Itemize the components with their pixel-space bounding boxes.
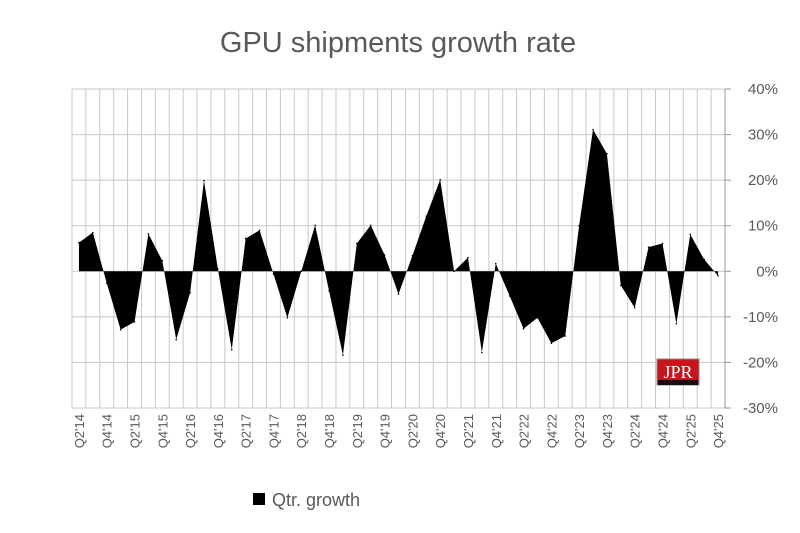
- x-tick-label: Q4'24: [655, 414, 670, 448]
- legend-label: Qtr. growth: [272, 490, 360, 510]
- x-tick-label: Q2'20: [405, 414, 420, 448]
- data-point-Q225: [689, 233, 692, 236]
- x-tick-label: Q4'17: [266, 414, 281, 448]
- x-tick-label: Q4'18: [322, 414, 337, 448]
- series-area: [78, 128, 719, 356]
- x-tick-label: Q2'17: [239, 414, 254, 448]
- data-point-Q117: [230, 348, 233, 351]
- data-point-Q319: [369, 224, 372, 227]
- x-tick-label: Q4'21: [489, 414, 504, 448]
- x-tick-label: Q4'19: [378, 414, 393, 448]
- data-point-Q322: [536, 316, 539, 319]
- data-point-Q323: [592, 128, 594, 131]
- data-point-Q415: [161, 260, 164, 262]
- data-point-Q424: [661, 242, 664, 245]
- svg-text:JPR: JPR: [663, 362, 692, 382]
- x-tick-label: Q2'23: [572, 414, 587, 448]
- x-tick-label: Q4'15: [155, 414, 170, 448]
- data-point-Q320: [425, 215, 428, 217]
- data-point-Q321: [481, 351, 483, 354]
- data-point-Q118: [286, 316, 289, 319]
- x-tick-label: Q4'25: [711, 414, 726, 448]
- data-point-Q317: [258, 229, 261, 232]
- data-point-Q115: [119, 328, 122, 331]
- x-tick-label: Q2'19: [350, 414, 365, 448]
- x-tick-label: Q4'16: [211, 414, 226, 448]
- series-area-shape: [78, 129, 719, 356]
- data-point-Q417: [272, 273, 275, 275]
- x-tick-label: Q2'14: [72, 414, 87, 448]
- y-tick-label: 20%: [748, 172, 778, 189]
- legend-swatch: [253, 493, 265, 505]
- y-tick-label: 30%: [748, 127, 778, 144]
- data-point-Q419: [383, 254, 386, 256]
- y-tick-label: 10%: [748, 218, 778, 235]
- data-point-Q215: [133, 321, 136, 323]
- x-axis: Q2'14 Q4'14 Q2'15 Q4'15 Q2'16 Q4'16 Q2'17 Q4'17…: [72, 414, 726, 448]
- data-point-Q119: [342, 354, 344, 356]
- data-point-Q125: [675, 322, 678, 325]
- legend: Qtr. growth: [253, 490, 360, 510]
- x-tick-label: Q4'14: [100, 414, 115, 448]
- data-point-Q420: [439, 178, 441, 181]
- data-point-Q325: [703, 258, 705, 261]
- data-point-Q422: [550, 342, 553, 345]
- data-point-Q214: [78, 241, 80, 244]
- data-point-Q218: [300, 270, 303, 273]
- data-point-Q423: [606, 152, 608, 155]
- data-point-Q315: [147, 233, 150, 235]
- data-point-Q418: [328, 290, 330, 292]
- data-point-Q116: [175, 338, 178, 341]
- data-point-Q120: [397, 293, 400, 295]
- data-point-Q217: [244, 237, 247, 240]
- y-tick-label: -20%: [743, 354, 778, 371]
- data-point-Q124: [619, 284, 622, 287]
- gridlines: [71, 88, 726, 409]
- data-point-Q425: [717, 275, 719, 277]
- y-axis: 40% 30% 20% 10% 0% -10% -20% -30%: [724, 81, 778, 417]
- data-point-Q121: [453, 270, 455, 273]
- jpr-logo: JPR: [656, 358, 700, 386]
- data-point-Q222: [522, 327, 525, 330]
- data-point-Q314: [92, 231, 94, 234]
- chart-title: GPU shipments growth rate: [220, 27, 576, 59]
- data-point-Q223: [578, 224, 580, 227]
- data-point-Q421: [494, 262, 497, 265]
- y-tick-label: 40%: [748, 81, 778, 98]
- x-tick-label: Q2'25: [683, 414, 698, 448]
- data-point-Q316: [203, 179, 205, 182]
- y-tick-label: -10%: [743, 309, 778, 326]
- x-tick-label: Q2'18: [294, 414, 309, 448]
- data-point-Q416: [217, 268, 219, 270]
- data-point-Q414: [105, 282, 108, 284]
- data-point-Q123: [564, 335, 567, 337]
- x-tick-label: Q4'23: [600, 414, 615, 448]
- x-tick-label: Q2'16: [183, 414, 198, 448]
- y-tick-label: -30%: [743, 400, 778, 417]
- data-point-Q324: [647, 246, 650, 248]
- x-tick-label: Q2'22: [517, 414, 532, 448]
- data-point-Q216: [189, 291, 191, 294]
- data-point-Q219: [356, 242, 358, 245]
- y-tick-label: 0%: [756, 263, 778, 280]
- data-point-Q221: [467, 256, 469, 259]
- data-point-Q122: [508, 295, 511, 297]
- x-tick-label: Q2'21: [461, 414, 476, 448]
- data-point-Q220: [411, 254, 414, 257]
- data-point-Q318: [314, 224, 316, 227]
- x-tick-label: Q2'24: [628, 414, 643, 448]
- x-tick-label: Q4'20: [433, 414, 448, 448]
- x-tick-label: Q4'22: [544, 414, 559, 448]
- data-point-Q224: [633, 306, 636, 309]
- x-tick-label: Q2'15: [128, 414, 143, 448]
